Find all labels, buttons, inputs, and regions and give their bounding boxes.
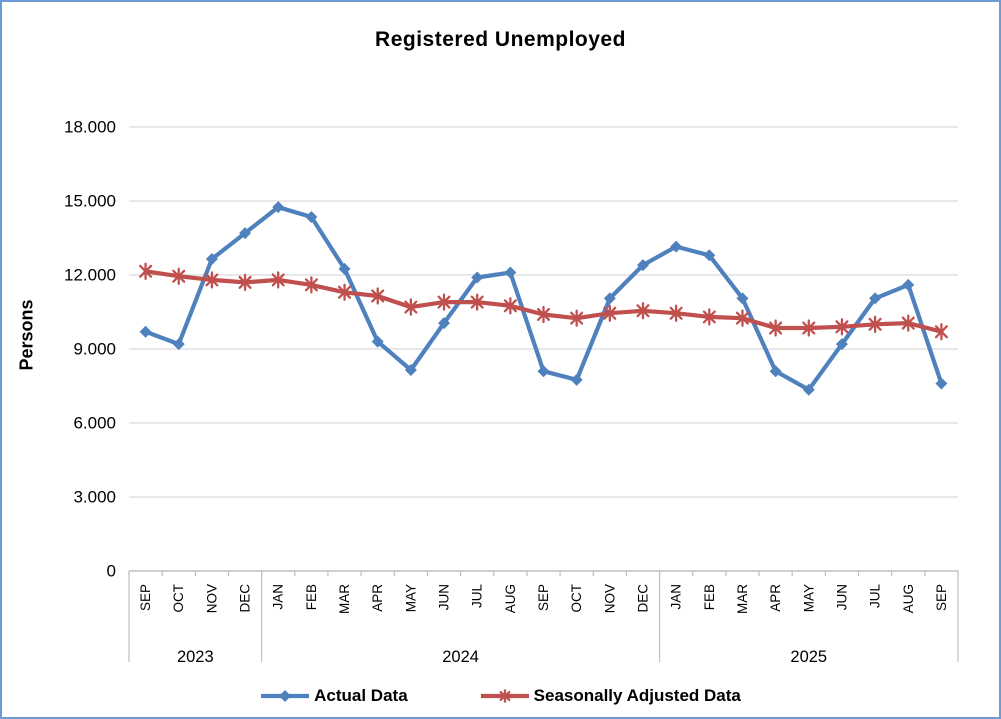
data-point-marker (238, 273, 252, 292)
x-tick-label: JAN (271, 584, 286, 610)
legend-line-sample-seasonally-adjusted (480, 689, 529, 703)
data-point-marker (570, 373, 583, 386)
data-point-marker (337, 283, 352, 301)
y-tick-label: 12.000 (64, 266, 116, 285)
x-tick-label: FEB (702, 584, 717, 610)
x-tick-label: JUL (868, 584, 883, 608)
x-tick-label: JUN (437, 584, 452, 610)
x-tick-label: DEC (238, 584, 253, 613)
data-point-marker (172, 267, 186, 285)
data-point-marker (902, 278, 915, 291)
x-tick-label: MAY (403, 584, 418, 612)
x-tick-label: AUG (901, 584, 916, 613)
data-point-marker (769, 319, 783, 337)
data-point-marker (503, 297, 517, 315)
data-point-marker (736, 292, 749, 305)
legend-item-seasonally-adjusted: Seasonally Adjusted Data (480, 686, 741, 706)
data-point-marker (404, 363, 417, 376)
data-point-marker (935, 377, 948, 390)
data-point-marker (802, 383, 815, 396)
data-point-marker (869, 292, 882, 305)
x-tick-label: APR (768, 584, 783, 612)
data-point-marker (603, 292, 616, 305)
data-point-marker (669, 304, 683, 322)
chart-title: Registered Unemployed (375, 28, 626, 51)
x-tick-label: APR (370, 584, 385, 612)
x-tick-label: SEP (934, 584, 949, 611)
y-tick-label: 18.000 (64, 118, 116, 137)
x-tick-label: MAY (801, 584, 816, 612)
data-point-marker (570, 309, 584, 327)
data-point-marker (670, 240, 683, 253)
data-point-marker (371, 287, 385, 305)
data-point-marker (139, 325, 152, 338)
legend-line-sample-actual (261, 690, 310, 702)
data-point-marker (735, 309, 750, 327)
x-tick-label: NOV (602, 584, 617, 613)
data-point-marker (305, 211, 318, 224)
data-point-marker (769, 365, 782, 378)
y-tick-label: 6.000 (73, 414, 116, 433)
data-point-marker (536, 305, 551, 324)
data-point-marker (239, 227, 252, 240)
data-point-marker (636, 302, 650, 320)
x-tick-label: JUL (470, 584, 485, 608)
data-point-marker (404, 298, 418, 316)
year-label: 2025 (790, 648, 827, 666)
data-point-marker (802, 319, 816, 337)
x-tick-label: DEC (635, 584, 650, 613)
legend: Actual Data Seasonally Adjusted Data (2, 686, 999, 706)
data-point-marker (438, 317, 451, 330)
year-label: 2024 (442, 648, 479, 666)
data-point-marker (537, 365, 550, 378)
data-point-marker (371, 335, 384, 348)
data-point-marker (934, 323, 948, 341)
data-point-marker (470, 293, 484, 311)
x-tick-label: OCT (569, 584, 584, 613)
series-line-actual-data (143, 205, 944, 392)
x-tick-label: JAN (669, 584, 684, 610)
legend-sample-diamond-marker (279, 690, 292, 702)
year-label: 2023 (177, 648, 214, 666)
data-point-marker (139, 262, 153, 280)
data-point-marker (835, 338, 848, 351)
y-tick-label: 3.000 (73, 488, 116, 507)
x-tick-label: AUG (503, 584, 518, 613)
x-tick-label: NOV (204, 584, 219, 613)
x-tick-label: SEP (536, 584, 551, 611)
x-tick-label: JUN (834, 584, 849, 610)
data-point-marker (205, 252, 218, 265)
data-point-marker (703, 249, 716, 262)
legend-item-actual-data: Actual Data (260, 686, 408, 706)
data-point-marker (205, 271, 219, 289)
data-point-marker (504, 266, 517, 279)
x-tick-label: SEP (138, 584, 153, 611)
data-point-marker (172, 338, 185, 351)
data-point-marker (835, 318, 849, 336)
legend-label-seasonally-adjusted: Seasonally Adjusted Data (533, 686, 741, 705)
data-point-marker (702, 308, 716, 326)
x-tick-label: OCT (171, 584, 186, 613)
legend-sample-star-marker (498, 689, 511, 703)
legend-label-actual-data: Actual Data (314, 686, 408, 705)
x-tick-label: MAR (337, 584, 352, 614)
data-point-marker (272, 201, 285, 214)
data-point-marker (901, 314, 915, 332)
y-tick-label: 9.000 (73, 340, 116, 359)
data-point-marker (868, 315, 882, 333)
data-point-marker (338, 262, 351, 275)
data-point-marker (304, 276, 318, 294)
data-point-marker (471, 271, 484, 284)
data-point-marker (636, 259, 649, 272)
data-point-marker (437, 293, 451, 311)
data-point-marker (271, 271, 285, 289)
x-tick-label: FEB (304, 584, 319, 610)
y-tick-label: 0 (107, 562, 116, 581)
y-tick-label: 15.000 (64, 192, 116, 211)
x-tick-label: MAR (735, 584, 750, 614)
data-point-marker (603, 304, 617, 322)
